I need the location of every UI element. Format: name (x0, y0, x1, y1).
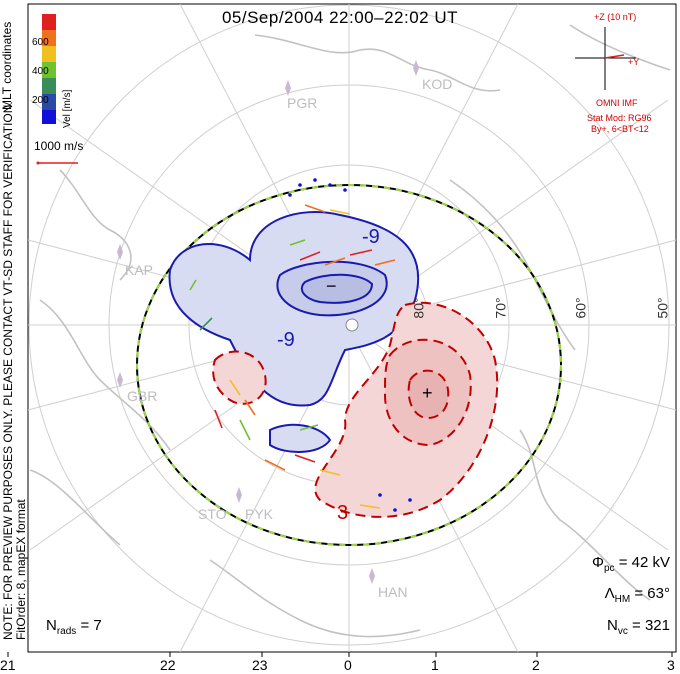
contour-label-neg1: -9 (362, 226, 380, 248)
lat-label-70: 70° (492, 297, 509, 319)
lat-label-60: 60° (572, 297, 589, 319)
contour-label-neg2: -9 (277, 329, 295, 351)
mlt-label-1: 1 (431, 657, 439, 673)
stat-n-rads: Nrads = 7 (46, 617, 102, 637)
mlt-ticks (7, 652, 673, 657)
low-velocity-points (288, 178, 412, 512)
lat-label-50: 50° (654, 297, 671, 319)
station-kod: KOD (422, 76, 453, 92)
plot-frame (27, 3, 677, 653)
stat-phi-pc: Φpc = 42 kV (592, 554, 670, 574)
colorbar-tick-400: 400 (32, 66, 49, 77)
mlt-label-2: 2 (532, 657, 540, 673)
contour-label-pos: 3 (337, 502, 349, 524)
mlt-label-21: 21 (0, 657, 16, 673)
pole-marker (345, 318, 359, 332)
colorbar (42, 14, 56, 124)
imf-dial (575, 27, 636, 90)
preview-note: NOTE: FOR PREVIEW PURPOSES ONLY. PLEASE … (1, 101, 28, 640)
stat-lambda-hm: ΛHM = 63° (604, 585, 670, 605)
colorbar-tick-200: 200 (32, 95, 49, 106)
map-title: 05/Sep/2004 22:00–22:02 UT (221, 8, 459, 27)
imf-condition: By+, 6<BT<12 (591, 124, 649, 134)
coordinates-label: MLT coordinates (0, 21, 14, 110)
potential-min-marker: − (326, 276, 337, 296)
mlt-label-0: 0 (344, 657, 352, 673)
mlt-label-3: 3 (667, 657, 675, 673)
stat-n-vc: Nvc = 321 (607, 617, 670, 637)
preview-note-line2: FitOrder: 8, mapEX format (14, 499, 28, 640)
scale-vector-label: 1000 m/s (34, 139, 84, 153)
imf-source: OMNI IMF (596, 98, 638, 108)
colorbar-title: Vel [m/s] (62, 89, 73, 128)
station-kap: KAP (125, 262, 154, 278)
station-sto: STO (198, 506, 227, 522)
mlt-label-22: 22 (160, 657, 176, 673)
colorbar-tick-600: 600 (32, 37, 49, 48)
station-pgr: PGR (287, 95, 318, 111)
lat-label-80: 80° (410, 297, 427, 319)
potential-max-marker: + (422, 383, 433, 403)
station-markers (117, 60, 419, 584)
imf-y-label: +Y (628, 57, 640, 67)
imf-model: Stat Mod: RG96 (587, 113, 652, 123)
imf-z-label: +Z (10 nT) (594, 12, 637, 22)
mlt-label-23: 23 (252, 657, 268, 673)
station-pyk: PYK (245, 506, 274, 522)
velocity-vectors (189, 204, 396, 509)
station-han: HAN (378, 584, 408, 600)
station-gbr: GBR (127, 388, 158, 404)
